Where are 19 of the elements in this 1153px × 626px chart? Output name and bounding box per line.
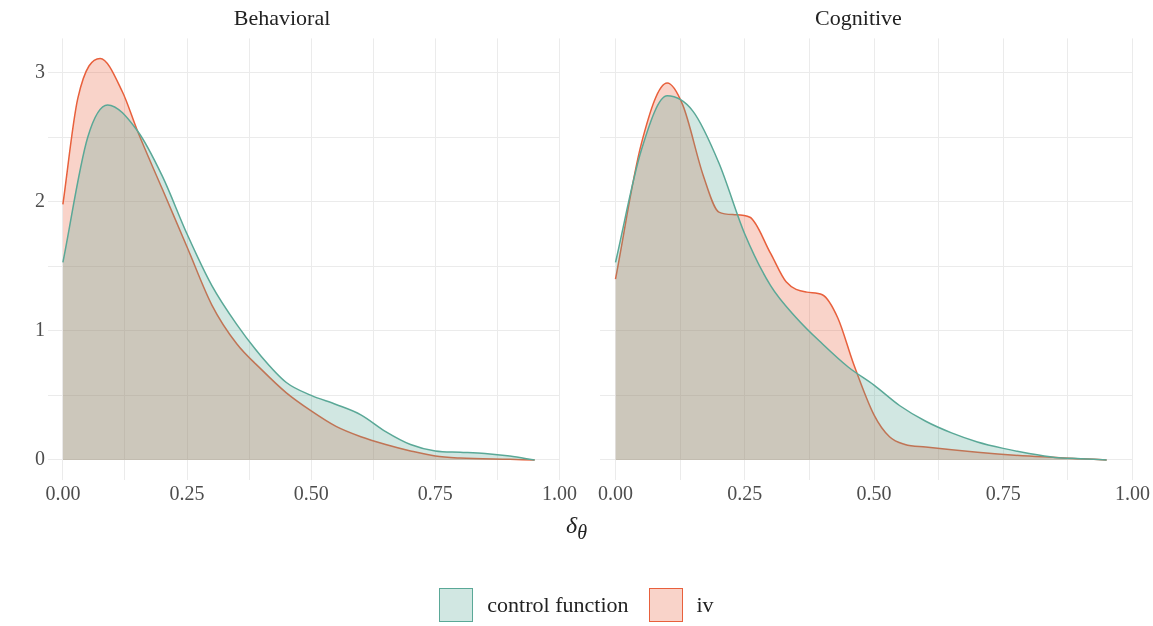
x-tick-label: 0.00 [45,482,81,505]
x-tick-label: 0.25 [169,482,205,505]
legend-label: iv [696,592,714,618]
x-tick-label: 0.00 [598,482,634,505]
y-tick-label: 1 [35,318,45,341]
chart-title: Cognitive [815,4,902,30]
x-tick-label: 0.50 [293,482,329,505]
y-tick-label: 0 [35,447,45,470]
x-tick-label: 0.50 [856,482,892,505]
x-tick-label: 0.25 [727,482,763,505]
y-tick-label: 2 [35,188,45,211]
x-axis-title: δ$_{θ}$ [565,512,588,544]
y-tick-label: 3 [35,59,45,82]
x-tick-label: 0.75 [417,482,453,505]
legend-label: control function [487,592,629,618]
x-tick-label: 1.00 [542,482,577,505]
x-tick-label: 1.00 [1115,482,1150,505]
chart-title: Behavioral [233,4,331,30]
x-tick-label: 0.75 [985,482,1021,505]
